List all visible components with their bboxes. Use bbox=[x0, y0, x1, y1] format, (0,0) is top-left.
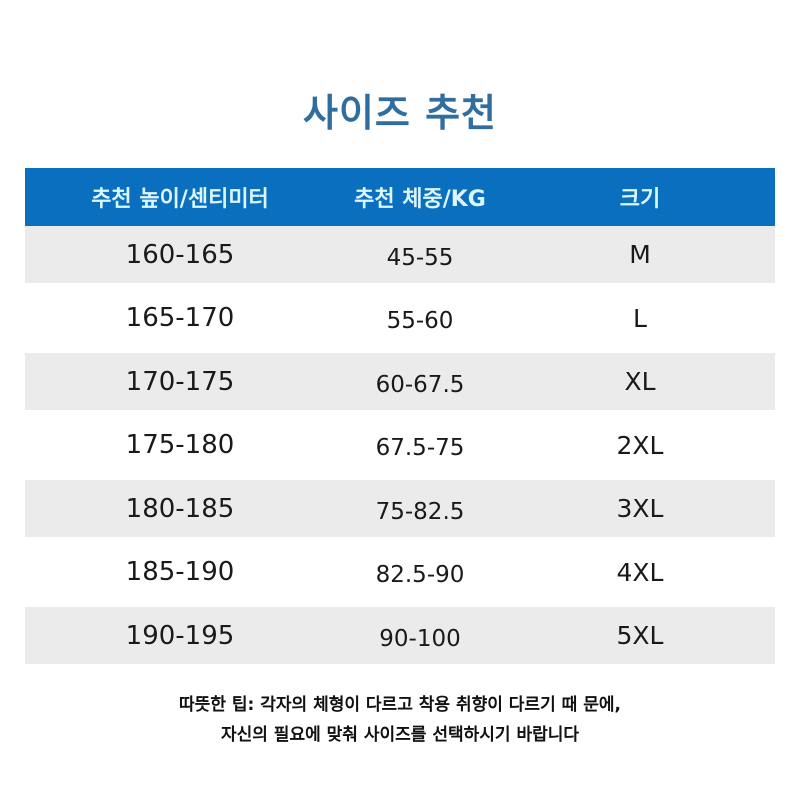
cell-weight: 82.5-90 bbox=[375, 562, 465, 588]
cell-height: 185-190 bbox=[125, 557, 235, 587]
cell-weight: 75-82.5 bbox=[375, 498, 465, 525]
table-row: 170-175 60-67.5 XL bbox=[25, 353, 775, 410]
cell-size: XL bbox=[624, 367, 656, 396]
tip-note: 따뜻한 팁: 각자의 체형이 다르고 착용 취향이 다르기 때 문에, 자신의 … bbox=[0, 690, 800, 750]
page-title: 사이즈 추천 bbox=[302, 91, 498, 135]
table-header: 추천 높이/센티미터 추천 체중/KG 크기 bbox=[25, 168, 775, 226]
tip-line-2: 자신의 필요에 맞춰 사이즈를 선택하시기 바랍니다 bbox=[220, 725, 580, 745]
cell-size: L bbox=[633, 303, 647, 333]
table-row: 160-165 45-55 M bbox=[25, 226, 775, 283]
cell-weight: 45-55 bbox=[386, 244, 454, 271]
cell-weight: 90-100 bbox=[379, 625, 461, 652]
table-row: 180-185 75-82.5 3XL bbox=[25, 480, 775, 537]
size-table: 추천 높이/센티미터 추천 체중/KG 크기 160-165 45-55 M 165-… bbox=[25, 168, 775, 664]
cell-height: 190-195 bbox=[125, 620, 235, 651]
table-row: 165-170 55-60 L bbox=[25, 283, 775, 353]
cell-height: 165-170 bbox=[125, 303, 235, 333]
cell-weight: 67.5-75 bbox=[375, 435, 465, 461]
cell-size: M bbox=[629, 240, 651, 269]
cell-size: 3XL bbox=[616, 494, 664, 523]
cell-height: 170-175 bbox=[125, 366, 235, 397]
tip-line-1: 따뜻한 팁: 각자의 체형이 다르고 착용 취향이 다르기 때 문에, bbox=[179, 695, 621, 715]
header-size: 크기 bbox=[619, 187, 661, 212]
header-weight: 추천 체중/KG bbox=[354, 187, 486, 212]
table-row: 190-195 90-100 5XL bbox=[25, 607, 775, 664]
cell-size: 2XL bbox=[616, 430, 664, 460]
cell-size: 4XL bbox=[616, 557, 664, 587]
table-row: 175-180 67.5-75 2XL bbox=[25, 410, 775, 480]
cell-height: 175-180 bbox=[125, 430, 235, 460]
cell-height: 160-165 bbox=[125, 239, 235, 270]
cell-weight: 60-67.5 bbox=[375, 371, 465, 398]
table-body: 160-165 45-55 M 165-170 55-60 L 170-175 60-67.5… bbox=[25, 226, 775, 664]
cell-size: 5XL bbox=[616, 621, 664, 650]
header-height: 추천 높이/센티미터 bbox=[91, 187, 269, 212]
table-row: 185-190 82.5-90 4XL bbox=[25, 537, 775, 607]
cell-height: 180-185 bbox=[125, 493, 235, 524]
cell-weight: 55-60 bbox=[386, 308, 454, 334]
